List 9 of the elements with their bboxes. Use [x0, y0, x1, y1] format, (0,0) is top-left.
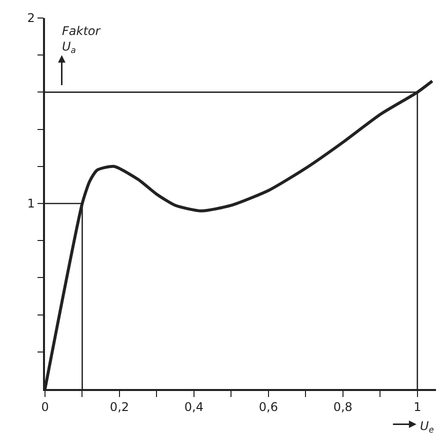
y-tick-label: 2 — [27, 11, 35, 26]
x-tick-label: 0 — [41, 400, 49, 414]
x-tick-label: 0,2 — [110, 400, 130, 414]
x-axis-title: U$_{e}$ — [420, 419, 434, 435]
x-tick-label: 1 — [414, 400, 422, 414]
y-axis-title: Faktor U$_{a}$ — [62, 24, 102, 56]
x-tick-label: 0,8 — [333, 400, 352, 414]
x-tick-label: 0,4 — [184, 400, 204, 414]
x-tick-label: 0,6 — [258, 400, 278, 414]
